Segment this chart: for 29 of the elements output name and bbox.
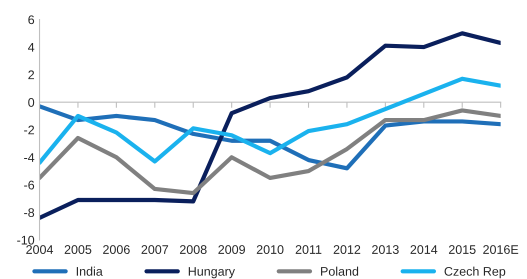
x-tick-label: 2012 bbox=[334, 245, 360, 254]
line-series bbox=[40, 31, 501, 220]
y-tick-label: -10 bbox=[17, 236, 34, 245]
y-tick-label: 4 bbox=[28, 43, 34, 52]
x-tick-label: 2016E bbox=[483, 245, 518, 254]
legend-label: Hungary bbox=[188, 267, 235, 278]
line-series bbox=[40, 108, 501, 196]
y-tick-label: -8 bbox=[24, 208, 34, 218]
x-tick-label: 2004 bbox=[26, 245, 54, 254]
legend-label: Poland bbox=[321, 266, 358, 276]
legend-label: Czech Rep bbox=[444, 266, 506, 278]
x-tick-label: 2010 bbox=[256, 245, 284, 254]
x-tick-label: 2006 bbox=[103, 245, 130, 254]
x-tick-label: 2013 bbox=[372, 245, 399, 254]
x-tick-label: 2014 bbox=[410, 245, 438, 254]
x-tick-label: 2007 bbox=[142, 245, 168, 254]
y-tick-label: 0 bbox=[28, 98, 34, 107]
x-tick-label: 2015 bbox=[448, 245, 476, 254]
y-tick-label: -4 bbox=[24, 153, 34, 162]
x-tick-label: 2008 bbox=[180, 245, 207, 254]
line-series bbox=[40, 76, 501, 165]
y-tick-label: 6 bbox=[28, 15, 34, 24]
x-tick-label: 2005 bbox=[64, 245, 92, 254]
y-tick-label: -6 bbox=[24, 180, 34, 190]
x-tick-label: 2009 bbox=[218, 245, 245, 254]
y-tick-label: -2 bbox=[24, 126, 34, 134]
legend-label: India bbox=[76, 266, 103, 276]
y-tick-label: 2 bbox=[28, 70, 34, 80]
x-tick-label: 2011 bbox=[296, 245, 322, 254]
